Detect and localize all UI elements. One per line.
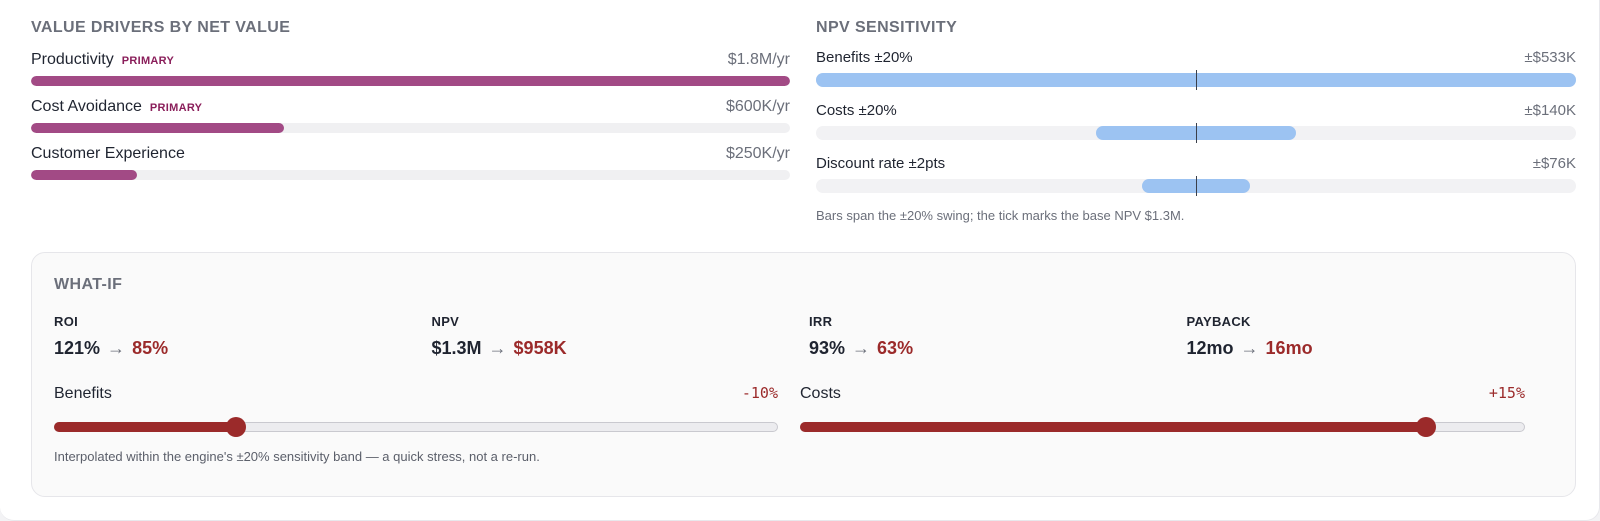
driver-bar-fill	[31, 170, 137, 180]
sensitivity-bar	[1141, 179, 1251, 193]
sensitivity-head: Benefits ±20% ±$533K	[816, 49, 1576, 71]
arrow-right-icon: →	[1235, 338, 1264, 358]
slider-value: -10%	[741, 384, 778, 402]
metric-after: 63%	[877, 338, 914, 358]
sensitivity-head: Costs ±20% ±$140K	[816, 102, 1576, 124]
metric-npv: NPV $1.3M → $958K	[432, 314, 810, 359]
metric-payback: PAYBACK 12mo → 16mo	[1187, 314, 1565, 359]
slider-label: Costs	[800, 385, 841, 402]
metric-values: 12mo → 16mo	[1187, 338, 1565, 359]
metric-irr: IRR 93% → 63%	[809, 314, 1187, 359]
sensitivity-note: Bars span the ±20% swing; the tick marks…	[816, 208, 1185, 223]
what-if-note: Interpolated within the engine's ±20% se…	[54, 449, 540, 464]
driver-bar-fill	[31, 123, 284, 133]
driver-name: Cost Avoidance	[31, 98, 142, 115]
sensitivity-value: ±$76K	[1532, 155, 1576, 172]
sensitivity-label: Discount rate ±2pts	[816, 155, 946, 172]
sensitivity-label: Costs ±20%	[816, 102, 897, 119]
metric-after: 16mo	[1265, 338, 1313, 358]
slider-value: +15%	[1488, 384, 1525, 402]
costs-slider-thumb[interactable]	[1416, 417, 1437, 437]
value-drivers-title: VALUE DRIVERS BY NET VALUE	[31, 19, 291, 36]
arrow-right-icon: →	[102, 338, 131, 358]
primary-badge: PRIMARY	[121, 55, 175, 67]
sensitivity-value: ±$140K	[1524, 102, 1576, 119]
driver-value: $1.8M/yr	[727, 51, 790, 68]
slider-benefits: Benefits -10%	[54, 384, 778, 437]
metric-label: ROI	[54, 314, 79, 329]
slider-label: Benefits	[54, 385, 112, 402]
sensitivity-track	[816, 123, 1576, 143]
driver-name-group: Cost Avoidance PRIMARY	[31, 98, 202, 116]
arrow-right-icon: →	[483, 338, 512, 358]
driver-bar-track	[31, 123, 790, 133]
sensitivity-head: Discount rate ±2pts ±$76K	[816, 155, 1576, 177]
driver-name-group: Customer Experience	[31, 145, 185, 163]
metric-roi: ROI 121% → 85%	[54, 314, 432, 359]
driver-row: Productivity PRIMARY $1.8M/yr	[31, 51, 790, 98]
metric-label: NPV	[431, 314, 460, 329]
sensitivity-row: Discount rate ±2pts ±$76K	[816, 155, 1576, 208]
sensitivity-bar	[1096, 126, 1296, 140]
driver-bar-track	[31, 170, 790, 180]
arrow-right-icon: →	[847, 338, 876, 358]
metric-after: 85%	[132, 338, 169, 358]
driver-row: Cost Avoidance PRIMARY $600K/yr	[31, 98, 790, 145]
metric-values: 121% → 85%	[54, 338, 432, 359]
npv-sensitivity-panel: NPV SENSITIVITY Benefits ±20% ±$533K Costs…	[816, 19, 1576, 223]
driver-bar-track	[31, 76, 790, 86]
driver-head: Productivity PRIMARY $1.8M/yr	[31, 51, 790, 73]
costs-slider-track[interactable]	[800, 417, 1525, 437]
primary-badge: PRIMARY	[149, 102, 203, 114]
driver-value: $250K/yr	[725, 145, 790, 162]
driver-head: Cost Avoidance PRIMARY $600K/yr	[31, 98, 790, 120]
sensitivity-row: Costs ±20% ±$140K	[816, 102, 1576, 155]
metric-before: 12mo	[1186, 338, 1234, 358]
base-npv-tick	[1196, 70, 1197, 90]
metric-before: 121%	[54, 338, 101, 358]
sensitivity-track	[816, 70, 1576, 90]
metric-values: $1.3M → $958K	[432, 338, 810, 359]
sensitivity-value: ±$533K	[1524, 49, 1576, 66]
benefits-slider-track[interactable]	[54, 417, 778, 437]
sensitivity-label: Benefits ±20%	[816, 49, 913, 66]
base-npv-tick	[1196, 123, 1197, 143]
driver-bar-fill	[31, 76, 790, 86]
metric-values: 93% → 63%	[809, 338, 1187, 359]
driver-row: Customer Experience $250K/yr	[31, 145, 790, 192]
what-if-metrics: ROI 121% → 85% NPV $1.3M → $958K IRR 93% → 63…	[54, 314, 1564, 359]
driver-name: Productivity	[31, 51, 114, 68]
metric-label: IRR	[809, 314, 833, 329]
driver-name: Customer Experience	[31, 145, 185, 162]
value-drivers-panel: VALUE DRIVERS BY NET VALUE Productivity P…	[31, 19, 790, 192]
metric-before: 93%	[809, 338, 846, 358]
sensitivity-track	[816, 176, 1576, 196]
sensitivity-row: Benefits ±20% ±$533K	[816, 49, 1576, 102]
what-if-panel: WHAT-IF ROI 121% → 85% NPV $1.3M → $958K IRR…	[31, 252, 1576, 497]
metric-label: PAYBACK	[1186, 314, 1251, 329]
driver-value: $600K/yr	[725, 98, 790, 115]
slider-head: Costs +15%	[800, 384, 1525, 406]
slider-head: Benefits -10%	[54, 384, 778, 406]
slider-fill	[800, 422, 1427, 432]
slider-fill	[54, 422, 236, 432]
what-if-title: WHAT-IF	[54, 276, 123, 293]
driver-head: Customer Experience $250K/yr	[31, 145, 790, 167]
benefits-slider-thumb[interactable]	[225, 417, 246, 437]
slider-costs: Costs +15%	[800, 384, 1525, 437]
npv-sensitivity-title: NPV SENSITIVITY	[816, 19, 958, 36]
base-npv-tick	[1196, 176, 1197, 196]
driver-name-group: Productivity PRIMARY	[31, 51, 174, 69]
metric-before: $1.3M	[431, 338, 482, 358]
metric-after: $958K	[513, 338, 567, 358]
